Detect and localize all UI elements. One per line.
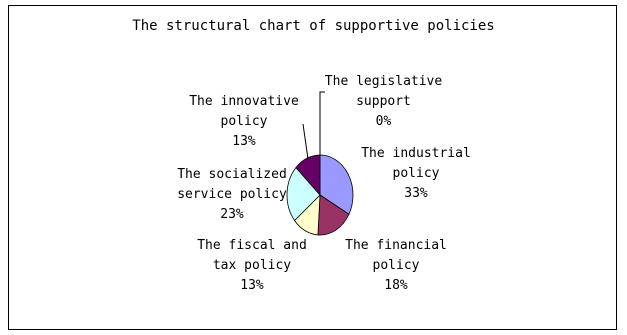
label-industrial-policy: The industrial policy 33%	[361, 146, 471, 201]
label-legislative-support: The legislative support 0%	[324, 74, 443, 129]
chart-area: The structural chart of supportive polic…	[8, 5, 617, 330]
slice-innovative-policy	[295, 154, 321, 197]
label-financial-policy: The financial policy 18%	[345, 238, 447, 293]
leader-line-innovative-policy	[302, 123, 309, 160]
slice-financial-policy	[317, 194, 350, 236]
label-fiscal-tax-policy: The fiscal and tax policy 13%	[197, 238, 307, 293]
chart-title: The structural chart of supportive polic…	[132, 18, 495, 34]
slice-industrial-policy	[319, 154, 354, 215]
leader-line-legislative-support	[319, 91, 325, 155]
label-innovative-policy: The innovative policy 13%	[189, 94, 299, 149]
pie-chart	[286, 91, 354, 236]
label-socialized-service-policy: The socialized service policy 23%	[177, 167, 287, 222]
slice-socialized-service-policy	[286, 166, 321, 222]
